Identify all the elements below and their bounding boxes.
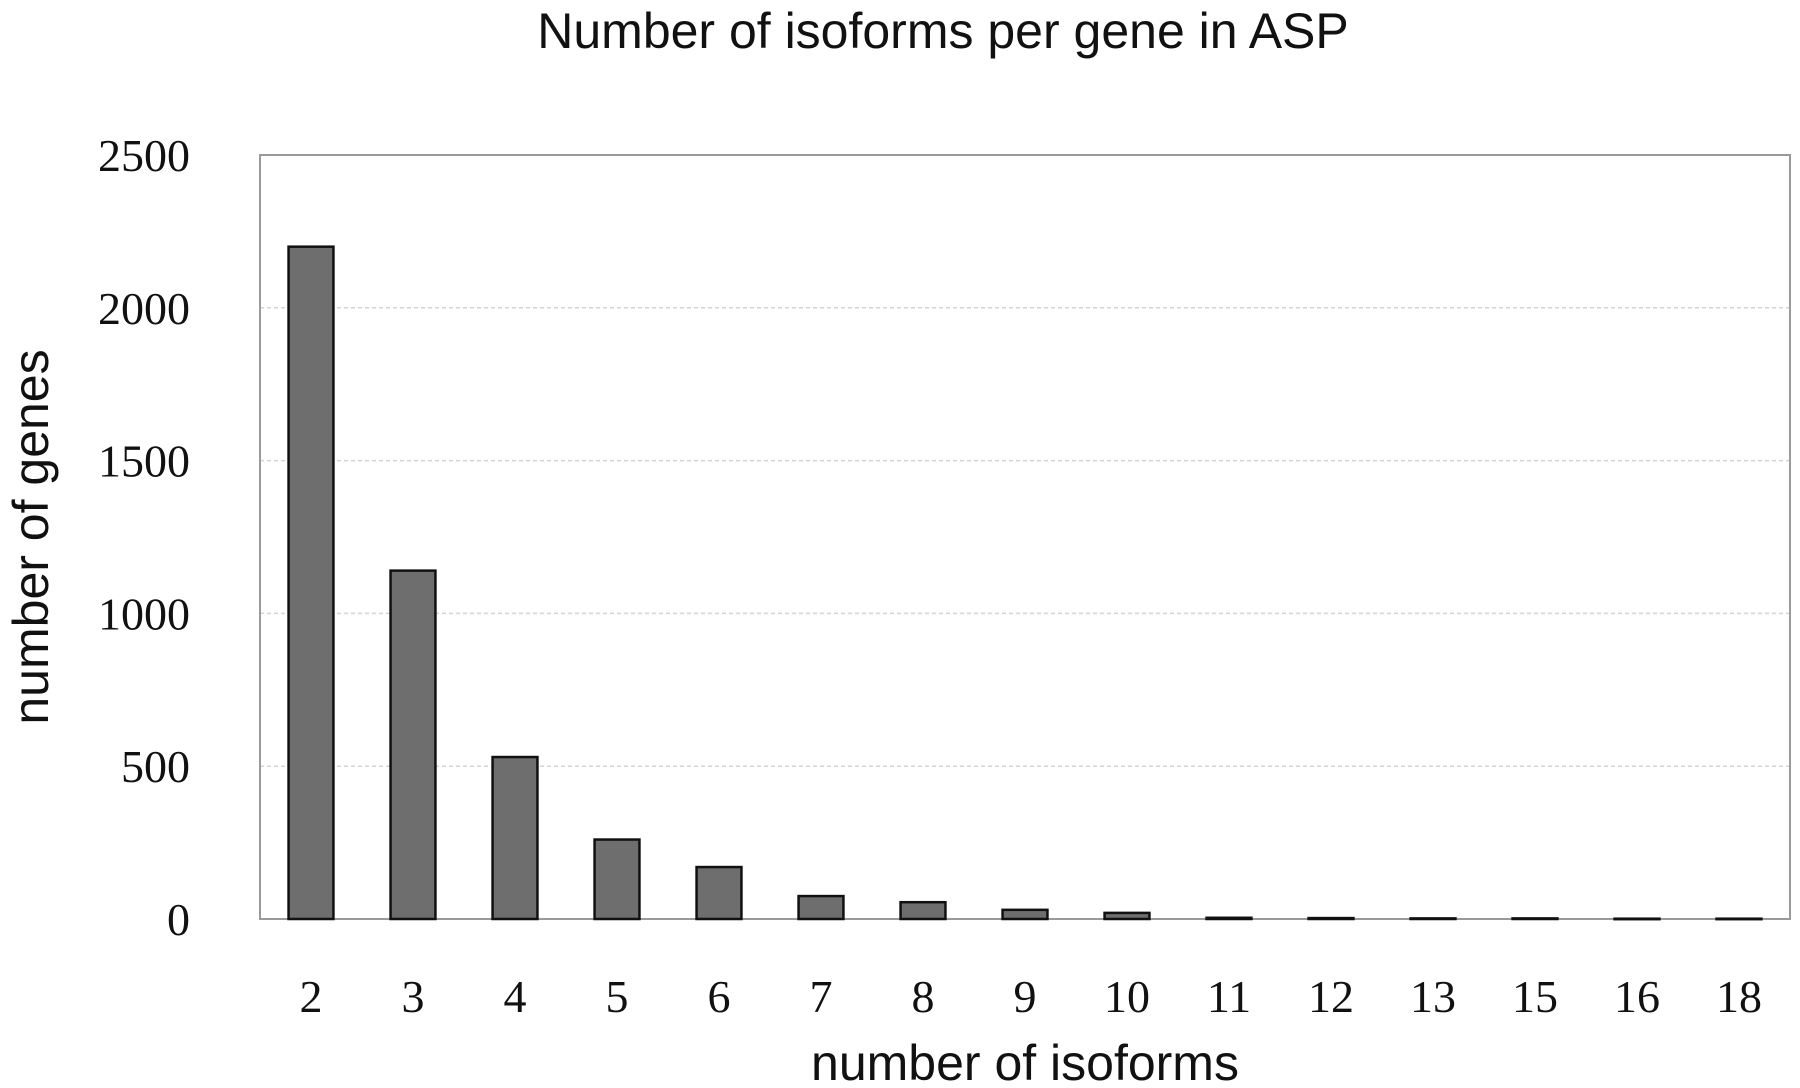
x-tick-label: 18	[1716, 971, 1762, 1022]
bar-7	[797, 894, 845, 921]
x-tick-label: 11	[1207, 971, 1251, 1022]
x-tick-label: 9	[1014, 971, 1037, 1022]
x-tick-label: 8	[912, 971, 935, 1022]
bar-18	[1715, 917, 1763, 921]
bar-12	[1307, 916, 1355, 921]
x-tick-label: 2	[300, 971, 323, 1022]
plot-frame	[259, 154, 1791, 920]
bar-8	[899, 900, 947, 921]
y-tick-label: 0	[167, 894, 190, 945]
y-tick-label: 2500	[98, 130, 190, 181]
bar-16	[1613, 917, 1661, 921]
y-tick-label: 1000	[98, 588, 190, 639]
bar-2	[287, 245, 335, 921]
y-axis-ticks: 0 500 1000 1500 2000 2500	[98, 130, 190, 945]
bar-9	[1001, 908, 1049, 921]
bar-13	[1409, 917, 1457, 921]
y-tick-label: 1500	[98, 436, 190, 487]
x-tick-label: 10	[1104, 971, 1150, 1022]
bar-11	[1205, 916, 1253, 921]
bar-6	[695, 865, 743, 921]
x-axis-label: number of isoforms	[811, 1035, 1239, 1088]
x-tick-label: 4	[504, 971, 527, 1022]
x-tick-label: 13	[1410, 971, 1456, 1022]
y-tick-label: 500	[121, 741, 190, 792]
chart-title: Number of isoforms per gene in ASP	[537, 3, 1349, 59]
x-tick-label: 6	[708, 971, 731, 1022]
gridlines	[260, 307, 1790, 767]
x-tick-label: 5	[606, 971, 629, 1022]
x-axis-ticks: 2 3 4 5 6 7 8 9 10 11 12 13 15 16 18	[300, 971, 1763, 1022]
y-axis-label: number of genes	[3, 349, 59, 724]
x-tick-label: 3	[402, 971, 425, 1022]
x-tick-label: 16	[1614, 971, 1660, 1022]
bars	[287, 245, 1763, 921]
bar-10	[1103, 911, 1151, 921]
bar-5	[593, 838, 641, 921]
x-tick-label: 15	[1512, 971, 1558, 1022]
x-tick-label: 7	[810, 971, 833, 1022]
bar-4	[491, 755, 539, 921]
y-tick-label: 2000	[98, 283, 190, 334]
bar-15	[1511, 917, 1559, 921]
x-tick-label: 12	[1308, 971, 1354, 1022]
bar-3	[389, 569, 437, 921]
